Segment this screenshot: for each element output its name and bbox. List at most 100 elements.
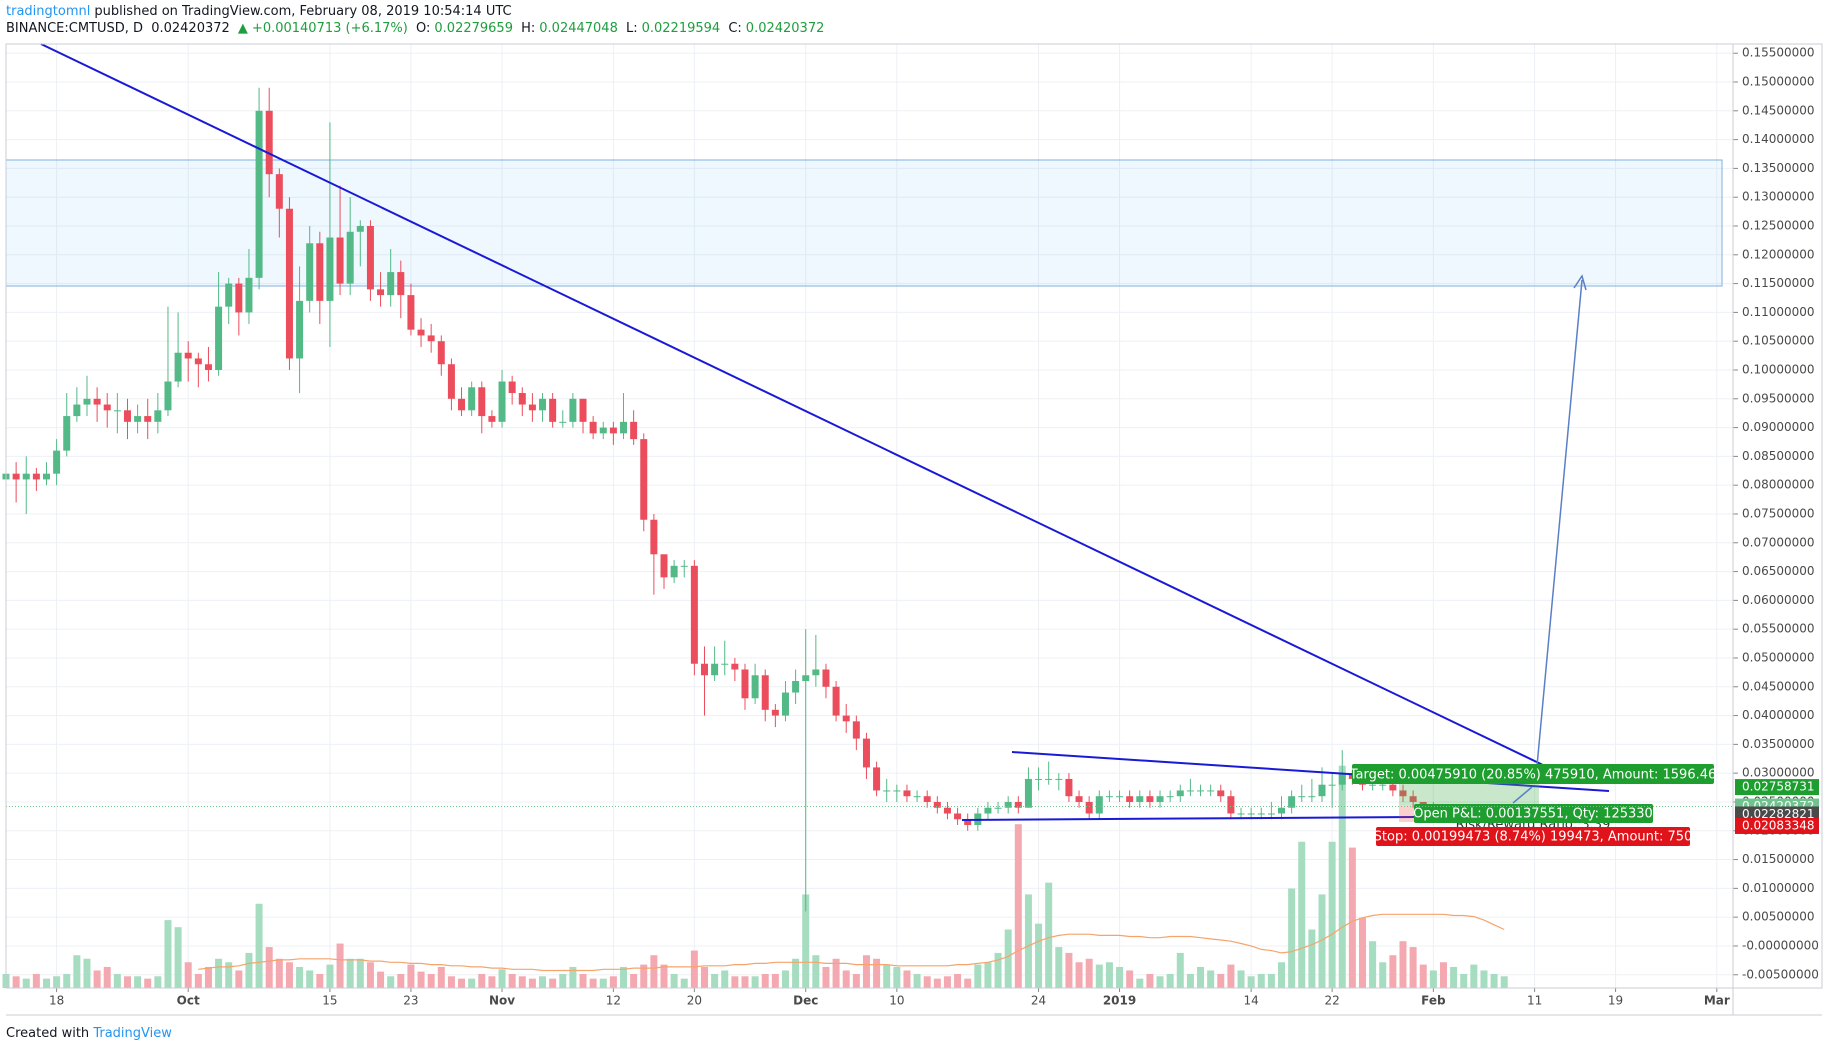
- volume-bar: [508, 973, 516, 988]
- volume-bar: [427, 973, 435, 988]
- volume-bar: [1470, 964, 1478, 988]
- candle-body: [144, 416, 152, 422]
- volume-bar: [1085, 958, 1093, 988]
- volume-bar: [63, 973, 71, 988]
- candle-body: [83, 398, 91, 405]
- candle-body: [1014, 801, 1022, 808]
- candle-body: [599, 427, 607, 434]
- volume-bar: [1176, 952, 1184, 988]
- candle-body: [134, 416, 142, 422]
- volume-bar: [1156, 976, 1164, 988]
- volume-bar: [933, 978, 941, 988]
- volume-bar: [1014, 824, 1022, 988]
- footer-brand[interactable]: TradingView: [93, 1026, 172, 1041]
- volume-bar: [437, 966, 445, 988]
- y-tick-label: 0.00500000: [1742, 910, 1815, 924]
- volume-bar: [1197, 966, 1205, 988]
- frame: [5, 43, 1823, 989]
- c-label: C:: [728, 21, 742, 36]
- candle-body: [154, 410, 162, 422]
- candle-body: [1399, 790, 1407, 797]
- volume-bar: [1358, 917, 1366, 988]
- volume-bar: [1024, 894, 1032, 988]
- candle-body: [377, 289, 385, 296]
- candle-body: [508, 381, 516, 394]
- candle-body: [690, 565, 698, 664]
- y-tick-label: 0.11500000: [1742, 276, 1815, 290]
- candle-body: [903, 790, 911, 797]
- candle-body: [1338, 773, 1346, 785]
- footer-text: Created with: [6, 1026, 90, 1041]
- y-tick-label: 0.09500000: [1742, 391, 1815, 405]
- published: published on TradingView.com, February 0…: [94, 4, 512, 19]
- candle-body: [1257, 813, 1265, 815]
- volume-bar: [984, 962, 992, 988]
- volume-bar: [144, 978, 152, 988]
- volume-bar: [417, 971, 425, 988]
- volume-bar: [852, 973, 860, 988]
- header-line-2: BINANCE:CMTUSD, D 0.02420372 ▲ +0.0014071…: [6, 21, 828, 36]
- author[interactable]: tradingtomnl: [6, 4, 91, 19]
- volume-bar: [1328, 841, 1336, 988]
- volume-bar: [1298, 841, 1306, 988]
- candle-body: [275, 174, 283, 209]
- volume-bar: [974, 964, 982, 988]
- candle-body: [650, 519, 658, 555]
- x-tick-label: Mar: [1704, 994, 1730, 1008]
- candle-body: [822, 669, 830, 687]
- volume-bar: [83, 958, 91, 988]
- y-tick-label: 0.06000000: [1742, 593, 1815, 607]
- volume-bar: [93, 970, 101, 988]
- x-tick-label: 24: [1031, 994, 1046, 1008]
- x-tick-label: 14: [1244, 994, 1259, 1008]
- candle-body: [488, 416, 496, 422]
- price-marker: [1735, 779, 1819, 796]
- candle-body: [468, 387, 476, 411]
- volume-bar: [741, 976, 749, 988]
- candle-body: [255, 110, 263, 278]
- x-tick-label: 20: [687, 994, 702, 1008]
- volume-bar: [721, 970, 729, 988]
- volume-bar: [1065, 952, 1073, 988]
- candle-body: [346, 231, 354, 284]
- volume-bar: [913, 973, 921, 988]
- candle-body: [1247, 813, 1255, 815]
- candle-body: [93, 398, 101, 405]
- volume-bar: [1379, 962, 1387, 988]
- candle-body: [883, 790, 891, 792]
- candle-body: [63, 416, 71, 451]
- volume-bar: [1237, 970, 1245, 988]
- candle-body: [1126, 796, 1134, 802]
- candle-body: [893, 790, 901, 792]
- y-tick-label: -0.00000000: [1742, 938, 1819, 952]
- y-tick-label: 0.11000000: [1742, 305, 1815, 319]
- candle-body: [458, 398, 466, 411]
- volume-bar: [1399, 941, 1407, 988]
- candle-body: [407, 295, 415, 330]
- volume-bar: [1429, 970, 1437, 988]
- candle-body: [366, 226, 374, 290]
- volume-bar: [873, 958, 881, 988]
- x-tick-label: 15: [322, 994, 337, 1008]
- volume-bar: [954, 973, 962, 988]
- volume-bar: [518, 976, 526, 988]
- candle-body: [22, 473, 30, 480]
- volume-bar: [22, 978, 30, 988]
- volume-bar: [1480, 970, 1488, 988]
- x-tick-label: Nov: [489, 994, 515, 1008]
- volume-bar: [103, 966, 111, 988]
- volume-bar: [620, 966, 628, 988]
- y-tick-label: 0.14500000: [1742, 103, 1815, 117]
- o: 0.02279659: [434, 21, 513, 36]
- y-tick-label: 0.09000000: [1742, 420, 1815, 434]
- y-tick-label: 0.14000000: [1742, 132, 1815, 146]
- volume-bar: [42, 978, 50, 988]
- y-tick-label: 0.12000000: [1742, 247, 1815, 261]
- candle-body: [1085, 801, 1093, 814]
- volume-bar: [923, 976, 931, 988]
- candle-body: [761, 675, 769, 710]
- volume-bar: [73, 955, 81, 988]
- volume-bar: [903, 970, 911, 988]
- candle-body: [802, 675, 810, 682]
